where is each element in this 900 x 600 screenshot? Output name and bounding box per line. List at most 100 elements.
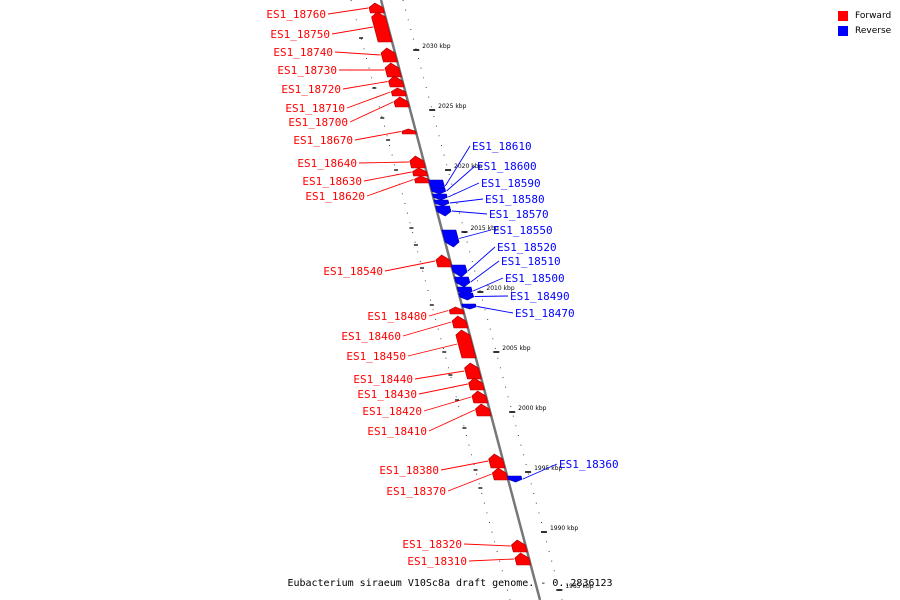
gene-label-es1-18740[interactable]: ES1_18740	[273, 46, 333, 59]
gene-label-es1-18490[interactable]: ES1_18490	[510, 290, 570, 303]
gene-leader-line	[407, 343, 458, 357]
legend-label-reverse: Reverse	[855, 25, 892, 36]
gene-feature-es1-18710[interactable]	[390, 87, 407, 97]
gene-label-es1-18500[interactable]: ES1_18500	[505, 272, 565, 285]
gene-label-es1-18520[interactable]: ES1_18520	[497, 241, 557, 254]
gene-label-es1-18550[interactable]: ES1_18550	[493, 224, 553, 237]
gene-leader-line	[358, 161, 409, 164]
gene-label-es1-18760[interactable]: ES1_18760	[266, 8, 326, 21]
gene-feature-es1-18360[interactable]	[506, 475, 523, 483]
gene-feature-es1-18380[interactable]	[488, 453, 506, 469]
legend-label-forward: Forward	[855, 10, 892, 21]
gene-feature-es1-18590[interactable]	[432, 193, 448, 201]
dotted-guide	[402, 0, 563, 600]
gene-leader-line	[459, 229, 492, 239]
gene-feature-es1-18600[interactable]	[430, 187, 447, 195]
gene-feature-es1-18760[interactable]	[368, 2, 385, 14]
genome-caption: Eubacterium siraeum V10Sc8a draft genome…	[287, 578, 613, 589]
gene-feature-es1-18460[interactable]	[451, 315, 469, 329]
gene-leader-line	[418, 383, 468, 395]
gene-label-es1-18670[interactable]: ES1_18670	[293, 134, 353, 147]
gene-label-es1-18430[interactable]: ES1_18430	[357, 388, 417, 401]
gene-label-es1-18420[interactable]: ES1_18420	[362, 405, 422, 418]
gene-label-es1-18470[interactable]: ES1_18470	[515, 307, 575, 320]
gene-feature-es1-18570[interactable]	[435, 205, 452, 217]
gene-label-es1-18370[interactable]: ES1_18370	[386, 485, 446, 498]
gene-leader-line	[446, 165, 476, 192]
gene-feature-es1-18700[interactable]	[393, 96, 410, 108]
gene-label-es1-18710[interactable]: ES1_18710	[285, 102, 345, 115]
gene-leader-line	[448, 182, 480, 198]
gene-feature-es1-18550[interactable]	[441, 229, 460, 248]
tick-label: 2000 kbp	[518, 405, 546, 412]
gene-label-es1-18640[interactable]: ES1_18640	[297, 157, 357, 170]
gene-leader-line	[327, 7, 369, 15]
gene-label-es1-18610[interactable]: ES1_18610	[472, 140, 532, 153]
tick-label: 2005 kbp	[502, 345, 530, 352]
tick-label: 2015 kbp	[470, 225, 498, 232]
gene-label-es1-18570[interactable]: ES1_18570	[489, 208, 549, 221]
gene-feature-es1-18510[interactable]	[454, 276, 471, 288]
gene-feature-es1-18720[interactable]	[388, 75, 405, 88]
gene-feature-es1-18470[interactable]	[461, 303, 477, 310]
gene-feature-es1-18640[interactable]	[409, 155, 426, 169]
gene-feature-es1-18420[interactable]	[471, 390, 489, 404]
gene-leader-line	[477, 306, 514, 314]
gene-feature-es1-18440[interactable]	[464, 362, 482, 380]
tick-label: 2020 kbp	[454, 163, 482, 170]
legend-item-forward: Forward	[838, 8, 891, 23]
gene-feature-es1-18580[interactable]	[433, 199, 450, 207]
gene-label-es1-18580[interactable]: ES1_18580	[485, 193, 545, 206]
gene-leader-line	[349, 101, 394, 123]
gene-leader-line	[470, 260, 500, 283]
gene-label-es1-18310[interactable]: ES1_18310	[407, 555, 467, 568]
gene-feature-es1-18490[interactable]	[458, 292, 475, 301]
gene-feature-es1-18480[interactable]	[448, 306, 465, 315]
gene-label-es1-18440[interactable]: ES1_18440	[353, 373, 413, 386]
gene-label-es1-18540[interactable]: ES1_18540	[323, 265, 383, 278]
reverse-swatch	[838, 25, 848, 36]
gene-feature-es1-18730[interactable]	[384, 62, 402, 78]
gene-leader-line	[522, 463, 558, 480]
gene-label-es1-18380[interactable]: ES1_18380	[379, 464, 439, 477]
gene-leader-line	[449, 198, 484, 204]
gene-label-es1-18630[interactable]: ES1_18630	[302, 175, 362, 188]
gene-leader-line	[354, 131, 401, 141]
gene-feature-es1-18670[interactable]	[401, 128, 417, 135]
gene-feature-es1-18740[interactable]	[380, 47, 398, 63]
gene-label-es1-18510[interactable]: ES1_18510	[501, 255, 561, 268]
gene-feature-es1-18320[interactable]	[511, 539, 528, 553]
legend-item-reverse: Reverse	[838, 23, 891, 38]
gene-feature-es1-18450[interactable]	[455, 329, 477, 359]
gene-leader-line	[334, 51, 381, 56]
tick-marks: 2030 kbp 2025 kbp 2020 kbp 2015 kbp 2010 kbp…	[413, 43, 594, 591]
gene-label-es1-18720[interactable]: ES1_18720	[281, 83, 341, 96]
gene-feature-es1-18310[interactable]	[514, 552, 532, 566]
gene-leader-line	[384, 260, 436, 272]
gene-label-es1-18480[interactable]: ES1_18480	[367, 310, 427, 323]
gene-label-es1-18620[interactable]: ES1_18620	[305, 190, 365, 203]
gene-features	[368, 2, 532, 566]
gene-label-es1-18410[interactable]: ES1_18410	[367, 425, 427, 438]
gene-leader-line	[428, 310, 449, 317]
gene-label-es1-18360[interactable]: ES1_18360	[559, 458, 619, 471]
gene-label-es1-18320[interactable]: ES1_18320	[402, 538, 462, 551]
gene-label-es1-18450[interactable]: ES1_18450	[346, 350, 406, 363]
gene-label-es1-18730[interactable]: ES1_18730	[277, 64, 337, 77]
gene-label-es1-18590[interactable]: ES1_18590	[481, 177, 541, 190]
gene-feature-es1-18520[interactable]	[450, 264, 468, 278]
gene-label-es1-18460[interactable]: ES1_18460	[341, 330, 401, 343]
tick-label: 2030 kbp	[422, 43, 450, 50]
gene-feature-es1-18750[interactable]	[371, 11, 393, 43]
gene-leader-line	[447, 473, 492, 492]
gene-leader-line	[472, 277, 504, 292]
gene-feature-es1-18630[interactable]	[412, 167, 428, 177]
gene-label-es1-18750[interactable]: ES1_18750	[270, 28, 330, 41]
gene-feature-es1-18540[interactable]	[435, 254, 453, 268]
gene-leader-line	[428, 409, 475, 432]
gene-leader-line	[342, 81, 388, 90]
gene-label-es1-18700[interactable]: ES1_18700	[288, 116, 348, 129]
gene-label-es1-18600[interactable]: ES1_18600	[477, 160, 537, 173]
gene-feature-es1-18430[interactable]	[468, 377, 485, 391]
gene-feature-es1-18410[interactable]	[475, 403, 492, 417]
